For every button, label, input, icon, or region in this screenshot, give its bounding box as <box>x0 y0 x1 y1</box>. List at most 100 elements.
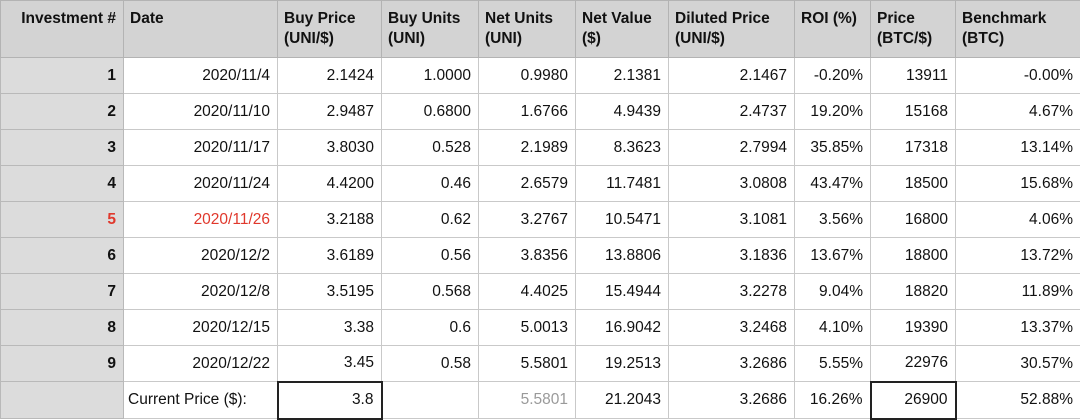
net-units-cell[interactable]: 3.2767 <box>479 202 576 238</box>
net-units-cell[interactable]: 4.4025 <box>479 274 576 310</box>
row-index[interactable]: 7 <box>1 274 124 310</box>
buy-units-cell[interactable]: 1.0000 <box>382 58 479 94</box>
column-header[interactable]: Net Value($) <box>576 1 669 58</box>
row-index[interactable]: 4 <box>1 166 124 202</box>
row-index[interactable]: 8 <box>1 310 124 346</box>
net-units-cell[interactable]: 1.6766 <box>479 94 576 130</box>
column-header[interactable]: Benchmark(BTC) <box>956 1 1080 58</box>
row-index[interactable]: 1 <box>1 58 124 94</box>
row-index[interactable] <box>1 382 124 419</box>
btc-price-cell[interactable]: 17318 <box>871 130 956 166</box>
roi-cell[interactable]: -0.20% <box>795 58 871 94</box>
diluted-price-cell[interactable]: 3.2686 <box>669 382 795 419</box>
benchmark-cell[interactable]: 11.89% <box>956 274 1080 310</box>
roi-cell[interactable]: 9.04% <box>795 274 871 310</box>
date-cell[interactable]: 2020/11/10 <box>124 94 278 130</box>
column-header[interactable]: Buy Price(UNI/$) <box>278 1 382 58</box>
current-price-input[interactable]: 3.8 <box>278 382 382 419</box>
buy-units-cell[interactable]: 0.6 <box>382 310 479 346</box>
column-header[interactable]: Buy Units(UNI) <box>382 1 479 58</box>
column-header[interactable]: Net Units(UNI) <box>479 1 576 58</box>
diluted-price-cell[interactable]: 3.2278 <box>669 274 795 310</box>
row-index[interactable]: 2 <box>1 94 124 130</box>
row-index[interactable]: 6 <box>1 238 124 274</box>
buy-price-cell[interactable]: 2.1424 <box>278 58 382 94</box>
net-units-cell[interactable]: 5.5801 <box>479 382 576 419</box>
btc-price-cell[interactable]: 16800 <box>871 202 956 238</box>
roi-cell[interactable]: 13.67% <box>795 238 871 274</box>
buy-price-cell[interactable]: 3.6189 <box>278 238 382 274</box>
net-value-cell[interactable]: 21.2043 <box>576 382 669 419</box>
benchmark-cell[interactable]: 4.67% <box>956 94 1080 130</box>
buy-units-cell[interactable]: 0.528 <box>382 130 479 166</box>
benchmark-cell[interactable]: 13.72% <box>956 238 1080 274</box>
buy-units-cell[interactable]: 0.58 <box>382 346 479 382</box>
date-cell[interactable]: 2020/12/15 <box>124 310 278 346</box>
diluted-price-cell[interactable]: 3.1836 <box>669 238 795 274</box>
net-value-cell[interactable]: 13.8806 <box>576 238 669 274</box>
column-header[interactable]: Date <box>124 1 278 58</box>
benchmark-cell[interactable]: 52.88% <box>956 382 1080 419</box>
btc-price-cell[interactable]: 15168 <box>871 94 956 130</box>
net-units-cell[interactable]: 5.5801 <box>479 346 576 382</box>
date-cell[interactable]: 2020/11/4 <box>124 58 278 94</box>
btc-price-cell[interactable]: 22976 <box>871 346 956 382</box>
diluted-price-cell[interactable]: 3.2468 <box>669 310 795 346</box>
net-units-cell[interactable]: 3.8356 <box>479 238 576 274</box>
benchmark-cell[interactable]: 13.37% <box>956 310 1080 346</box>
column-header[interactable]: Diluted Price(UNI/$) <box>669 1 795 58</box>
net-value-cell[interactable]: 10.5471 <box>576 202 669 238</box>
date-cell[interactable]: 2020/11/24 <box>124 166 278 202</box>
btc-price-cell[interactable]: 18500 <box>871 166 956 202</box>
benchmark-cell[interactable]: 30.57% <box>956 346 1080 382</box>
buy-units-cell[interactable]: 0.568 <box>382 274 479 310</box>
roi-cell[interactable]: 35.85% <box>795 130 871 166</box>
diluted-price-cell[interactable]: 3.1081 <box>669 202 795 238</box>
buy-units-cell[interactable]: 0.56 <box>382 238 479 274</box>
buy-units-cell[interactable]: 0.46 <box>382 166 479 202</box>
btc-price-cell[interactable]: 18820 <box>871 274 956 310</box>
date-cell[interactable]: 2020/12/2 <box>124 238 278 274</box>
date-cell[interactable]: 2020/12/8 <box>124 274 278 310</box>
net-value-cell[interactable]: 15.4944 <box>576 274 669 310</box>
net-units-cell[interactable]: 2.6579 <box>479 166 576 202</box>
net-units-cell[interactable]: 2.1989 <box>479 130 576 166</box>
roi-cell[interactable]: 19.20% <box>795 94 871 130</box>
row-index[interactable]: 3 <box>1 130 124 166</box>
benchmark-cell[interactable]: 15.68% <box>956 166 1080 202</box>
net-units-cell[interactable]: 0.9980 <box>479 58 576 94</box>
diluted-price-cell[interactable]: 2.7994 <box>669 130 795 166</box>
date-cell[interactable]: 2020/12/22 <box>124 346 278 382</box>
buy-price-cell[interactable]: 3.2188 <box>278 202 382 238</box>
net-value-cell[interactable]: 16.9042 <box>576 310 669 346</box>
diluted-price-cell[interactable]: 3.2686 <box>669 346 795 382</box>
buy-price-cell[interactable]: 3.8030 <box>278 130 382 166</box>
net-units-cell[interactable]: 5.0013 <box>479 310 576 346</box>
benchmark-cell[interactable]: 4.06% <box>956 202 1080 238</box>
roi-cell[interactable]: 3.56% <box>795 202 871 238</box>
row-index[interactable]: 9 <box>1 346 124 382</box>
btc-price-cell[interactable]: 18800 <box>871 238 956 274</box>
btc-price-cell[interactable]: 13911 <box>871 58 956 94</box>
buy-units-cell[interactable]: 0.62 <box>382 202 479 238</box>
btc-price-cell[interactable]: 19390 <box>871 310 956 346</box>
benchmark-cell[interactable]: -0.00% <box>956 58 1080 94</box>
net-value-cell[interactable]: 8.3623 <box>576 130 669 166</box>
diluted-price-cell[interactable]: 2.1467 <box>669 58 795 94</box>
roi-cell[interactable]: 5.55% <box>795 346 871 382</box>
buy-price-cell[interactable]: 4.4200 <box>278 166 382 202</box>
buy-units-cell[interactable]: 0.6800 <box>382 94 479 130</box>
row-index[interactable]: 5 <box>1 202 124 238</box>
column-header[interactable]: Investment # <box>1 1 124 58</box>
roi-cell[interactable]: 4.10% <box>795 310 871 346</box>
roi-cell[interactable]: 16.26% <box>795 382 871 419</box>
benchmark-cell[interactable]: 13.14% <box>956 130 1080 166</box>
column-header[interactable]: ROI (%) <box>795 1 871 58</box>
date-cell[interactable]: 2020/11/26 <box>124 202 278 238</box>
diluted-price-cell[interactable]: 2.4737 <box>669 94 795 130</box>
net-value-cell[interactable]: 19.2513 <box>576 346 669 382</box>
net-value-cell[interactable]: 4.9439 <box>576 94 669 130</box>
net-value-cell[interactable]: 2.1381 <box>576 58 669 94</box>
buy-price-cell[interactable]: 3.45 <box>278 346 382 382</box>
buy-price-cell[interactable]: 2.9487 <box>278 94 382 130</box>
